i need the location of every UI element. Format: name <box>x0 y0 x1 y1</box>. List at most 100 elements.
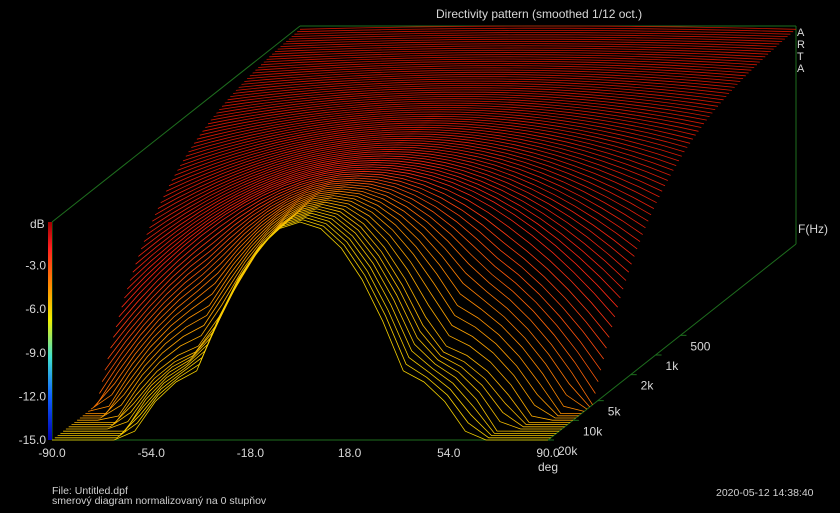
surface-line <box>207 98 705 125</box>
y-axis-label: dB <box>30 217 45 231</box>
surface-line <box>219 89 716 110</box>
surface-line <box>255 60 752 71</box>
surface-line <box>230 80 727 97</box>
surface-line <box>182 118 680 162</box>
y-tick-labels: -3.0 -6.0 -9.0 -12.0 -15.0 <box>19 259 47 447</box>
x-tick-label: 54.0 <box>437 446 461 460</box>
surface-line <box>149 144 646 229</box>
surface-line <box>115 170 613 328</box>
surface-line <box>221 87 719 107</box>
surface-line <box>96 186 593 406</box>
surface-line <box>297 27 794 33</box>
surface-line <box>174 124 671 176</box>
surface-line <box>249 65 746 77</box>
surface-line <box>74 203 571 423</box>
surface-line <box>188 113 685 153</box>
surface-line <box>63 212 560 432</box>
surface-line <box>104 179 602 371</box>
surface-line <box>260 56 758 66</box>
surface-line <box>269 49 766 58</box>
surface-line <box>126 162 624 290</box>
surface-line <box>216 91 713 114</box>
svg-text:A: A <box>797 63 805 75</box>
x-tick-label: 90.0 <box>536 446 560 460</box>
surface-line <box>88 192 585 412</box>
surface-line <box>112 173 610 338</box>
surface-line <box>235 76 732 91</box>
z-tick-label: 10k <box>583 424 603 438</box>
surface-line <box>227 82 724 101</box>
surface-line <box>191 111 688 148</box>
x-tick-label: -18.0 <box>237 446 265 460</box>
surface-line <box>157 137 655 209</box>
surface-line <box>194 109 691 144</box>
surface-line <box>138 153 635 257</box>
surface-line <box>244 69 741 82</box>
surface-line <box>129 159 627 281</box>
x-tick-labels: -90.0 -54.0 -18.0 18.0 54.0 90.0 <box>38 446 560 460</box>
z-tick-label: 5k <box>608 405 622 419</box>
surface-line <box>65 210 562 430</box>
surface-line <box>277 43 774 50</box>
surface-line <box>57 217 554 437</box>
surface-line <box>283 38 780 45</box>
surface-line <box>160 135 657 204</box>
surface-line <box>199 104 696 136</box>
surface-line <box>288 34 785 40</box>
svg-text:T: T <box>797 51 804 63</box>
y-tick-label: -15.0 <box>19 433 47 447</box>
surface-line <box>258 58 755 68</box>
x-tick-label: -54.0 <box>138 446 166 460</box>
chart-title: Directivity pattern (smoothed 1/12 oct.) <box>436 7 642 21</box>
y-tick-label: -6.0 <box>25 302 46 316</box>
surface-line <box>93 188 591 408</box>
colorbar <box>48 222 52 440</box>
surface-line <box>82 197 579 417</box>
surface-line <box>101 181 599 382</box>
surface-line <box>107 177 605 360</box>
x-tick-label: 18.0 <box>338 446 362 460</box>
z-tick-labels: 500 1k 2k 5k 10k 20k <box>548 334 711 458</box>
surface-line <box>118 168 616 318</box>
surface-line <box>280 40 777 47</box>
surface-line <box>272 47 769 55</box>
timestamp: 2020-05-12 14:38:40 <box>716 487 814 499</box>
surface-line <box>77 201 574 421</box>
surface-line <box>196 107 693 140</box>
y-tick-label: -3.0 <box>25 259 46 273</box>
svg-text:A: A <box>797 27 805 39</box>
surface-line <box>140 151 638 250</box>
x-axis-label: deg <box>538 460 558 474</box>
y-tick-label: -9.0 <box>25 346 46 360</box>
y-tick-label: -12.0 <box>19 389 47 403</box>
surface-line <box>241 71 738 85</box>
surface-line <box>110 175 607 349</box>
surface-line <box>224 85 721 104</box>
surface-line <box>286 36 783 42</box>
surface-line <box>68 208 565 428</box>
surface-line <box>54 219 551 439</box>
surface-line <box>79 199 576 419</box>
surface-line <box>233 78 730 94</box>
surface-line <box>274 45 771 52</box>
surface-line <box>252 62 749 74</box>
z-tick-label: 1k <box>666 359 680 373</box>
file-description: smerový diagram normalizovaný na 0 stupň… <box>52 495 267 507</box>
surface-line <box>132 157 630 273</box>
z-tick-label: 500 <box>690 339 710 353</box>
surface-line <box>247 67 744 79</box>
file-name: File: Untitled.dpf <box>52 485 128 497</box>
brand-logo: A R T A <box>797 27 805 75</box>
surface-line <box>90 190 588 410</box>
surface-line <box>263 54 760 63</box>
surface-line <box>168 129 666 187</box>
surface-line <box>266 51 763 60</box>
surface-line <box>177 122 674 171</box>
surface-line <box>299 25 797 30</box>
surface-line <box>135 155 632 265</box>
z-tick-label: 20k <box>558 444 578 458</box>
surface-line <box>210 96 707 121</box>
surface-line <box>154 140 652 216</box>
surface-line <box>121 166 618 308</box>
